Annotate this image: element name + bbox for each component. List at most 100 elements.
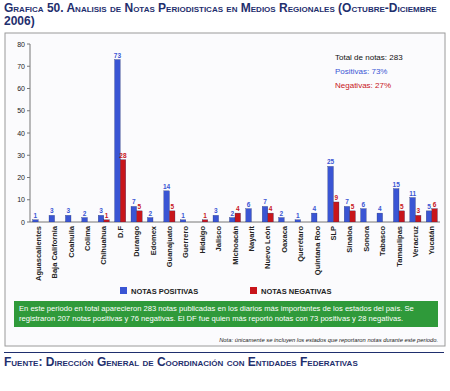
y-tick-label: 20 [17, 174, 25, 181]
bar [229, 218, 235, 222]
x-tick-label: Guanajuato [165, 226, 174, 268]
bar [328, 166, 334, 222]
data-label: 1 [203, 212, 207, 219]
data-label: 6 [247, 201, 251, 208]
bar [213, 215, 219, 222]
source: Fuente: Dirección General de Coordinació… [4, 352, 444, 369]
data-label: 5 [427, 203, 431, 210]
x-tick-label: Tamaulipas [395, 226, 404, 267]
x-tick-label: Yucatán [427, 226, 436, 255]
bar [104, 220, 110, 222]
bars [33, 60, 438, 222]
summary-box: En este periodo en total aparecieron 283… [14, 301, 438, 327]
y-tick [27, 44, 30, 45]
bar [295, 220, 301, 222]
x-tick-label: Nuevo León [263, 226, 272, 269]
legend-swatch [120, 287, 127, 294]
data-label: 4 [312, 205, 316, 212]
bar [115, 60, 121, 222]
bar [147, 218, 153, 222]
bar [33, 220, 39, 222]
bar [169, 211, 175, 222]
data-label: 73 [114, 52, 122, 59]
bar [131, 206, 137, 222]
data-label: 1 [34, 212, 38, 219]
bar [279, 218, 285, 222]
bar [415, 215, 421, 222]
y-tick [27, 177, 30, 178]
data-label: 3 [214, 207, 218, 214]
y-tick-label: 30 [17, 152, 25, 159]
data-label: 7 [132, 198, 136, 205]
data-label: 2 [148, 210, 152, 217]
x-tick-label: Nayarit [247, 226, 256, 252]
x-tick-label: Tabasco [378, 226, 387, 256]
x-tick-label: Jalisco [214, 226, 223, 252]
bar [65, 215, 71, 222]
x-tick-label: Aguascalientes [34, 226, 43, 281]
legend-swatch [250, 287, 257, 294]
bar [268, 213, 274, 222]
bar [426, 211, 432, 222]
bar [399, 211, 405, 222]
y-tick-label: 10 [17, 196, 25, 203]
x-tick-label: Baja California [50, 225, 59, 278]
bar [350, 211, 356, 222]
note: Nota: únicamente se incluyen los estados… [219, 337, 438, 343]
data-labels: 1332373721413267214257641511512855144955… [34, 52, 437, 219]
data-label: 3 [416, 207, 420, 214]
y-tick [27, 222, 30, 223]
x-tick-label: Guerrero [181, 226, 190, 259]
x-tick-label: Durango [132, 226, 141, 257]
data-label: 4 [269, 205, 273, 212]
bar [246, 209, 252, 222]
y-tick-label: 0 [21, 219, 25, 226]
x-tick-label: Edomex [149, 225, 158, 255]
bar [377, 213, 383, 222]
data-label: 7 [345, 198, 349, 205]
y-tick-label: 70 [17, 63, 25, 70]
y-tick [27, 110, 30, 111]
legend-label: NOTAS NEGATIVAS [261, 287, 331, 296]
data-label: 5 [138, 203, 142, 210]
data-label: 5 [400, 203, 404, 210]
x-tick-label: Hidalgo [198, 226, 207, 254]
annotation: Positivas: 73% [335, 67, 387, 76]
y-tick-label: 80 [17, 41, 25, 48]
y-tick [27, 88, 30, 89]
data-label: 1 [296, 212, 300, 219]
data-label: 9 [334, 194, 338, 201]
y-tick-label: 50 [17, 107, 25, 114]
data-label: 3 [66, 207, 70, 214]
bar [410, 198, 416, 222]
bar [333, 202, 339, 222]
bar [344, 206, 350, 222]
data-label: 5 [170, 203, 174, 210]
x-tick-label: Quintana Roo [313, 226, 322, 276]
bar [311, 213, 317, 222]
data-label: 2 [280, 210, 284, 217]
data-label: 1 [181, 212, 185, 219]
data-label: 4 [236, 205, 240, 212]
data-label: 6 [362, 201, 366, 208]
x-tick-label: Chihuahua [99, 225, 108, 265]
chart: 0102030405060708013323737214132672142576… [0, 0, 450, 391]
x-tick-label: Sinaloa [345, 225, 354, 253]
x-tick-label: Querétaro [296, 226, 305, 262]
bar [137, 211, 143, 222]
data-label: 1 [105, 212, 109, 219]
y-tick-label: 40 [17, 130, 25, 137]
y-tick [27, 199, 30, 200]
x-tick-label: Colima [83, 225, 92, 251]
x-tick-label: Sonora [362, 225, 371, 252]
x-tick-label: SLP [329, 226, 338, 241]
bar [235, 213, 241, 222]
annotation: Negativas: 27% [335, 81, 391, 90]
annotation: Total de notas: 283 [335, 53, 403, 62]
data-label: 11 [409, 190, 416, 197]
data-label: 3 [99, 207, 103, 214]
y-tick [27, 133, 30, 134]
y-tick [27, 66, 30, 67]
data-label: 3 [50, 207, 54, 214]
bar [180, 220, 186, 222]
